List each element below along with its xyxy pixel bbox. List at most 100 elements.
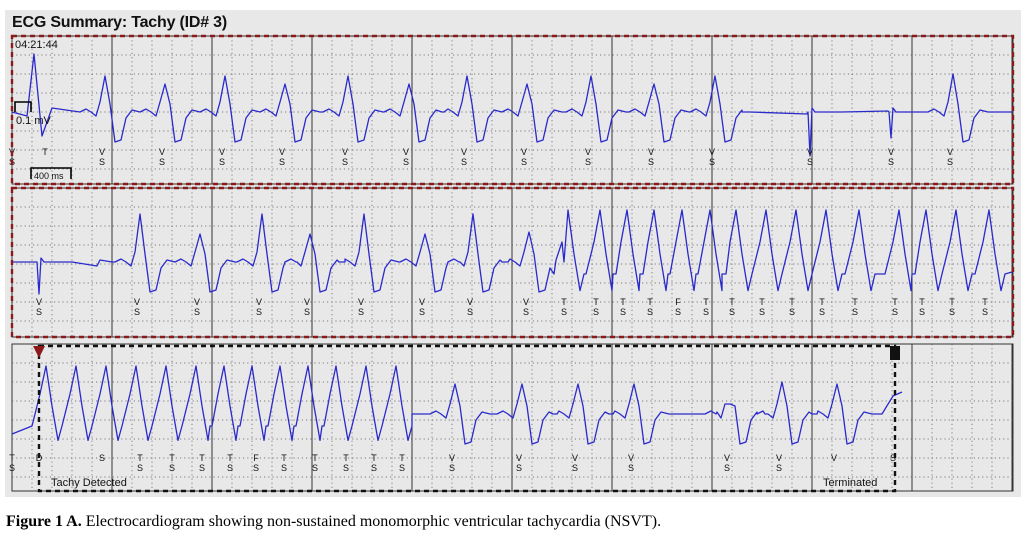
marker-s-label: S [561, 307, 567, 317]
marker-t-label: T [892, 297, 898, 307]
marker-v-label: V [807, 147, 813, 157]
marker-v-label: V [585, 147, 591, 157]
marker-s-label: S [199, 463, 205, 473]
marker-t-label: T [281, 453, 287, 463]
marker-s-label: S [449, 463, 455, 473]
ecg-trace-strip-1 [11, 53, 1012, 157]
marker-v-label: V [419, 297, 425, 307]
marker-v-label: V [304, 297, 310, 307]
marker-t-label: T [789, 297, 795, 307]
marker-v-label: V [279, 147, 285, 157]
marker-t-label: T [169, 453, 175, 463]
marker-s-label: S [819, 307, 825, 317]
figure-caption: Figure 1 A. Electrocardiogram showing no… [6, 513, 661, 531]
marker-s-label: S [227, 463, 233, 473]
marker-t-label: T [919, 297, 925, 307]
marker-s-label: S [919, 307, 925, 317]
marker-f-label: F [675, 297, 681, 307]
marker-t-label: T [703, 297, 709, 307]
marker-s-label: S [776, 463, 782, 473]
marker-s-label: S [807, 157, 813, 167]
marker-t-label: T [620, 297, 626, 307]
marker-s-label: S [9, 463, 15, 473]
marker-v-label: V [461, 147, 467, 157]
time-scale-label: 400 ms [34, 171, 64, 181]
marker-s-label: S [648, 157, 654, 167]
marker-s-label: S [759, 307, 765, 317]
marker-t-label: T [42, 147, 48, 157]
episode-end-marker [890, 346, 900, 360]
marker-s-label: S [703, 307, 709, 317]
marker-s-label: S [947, 157, 953, 167]
marker-v-label: V [516, 453, 522, 463]
marker-v-label: V [159, 147, 165, 157]
marker-s-label: S [852, 307, 858, 317]
marker-s-label: S [620, 307, 626, 317]
marker-s-label: S [219, 157, 225, 167]
marker-s-label: S [593, 307, 599, 317]
marker-v-label: V [572, 453, 578, 463]
marker-v-label: V [219, 147, 225, 157]
marker-s-label: S [99, 453, 105, 463]
marker-s-label: S [419, 307, 425, 317]
marker-v-label: V [194, 297, 200, 307]
marker-f-label: F [253, 453, 259, 463]
marker-t-label: T [199, 453, 205, 463]
marker-v-label: V [888, 147, 894, 157]
marker-s-label: S [134, 307, 140, 317]
marker-v-label: V [99, 147, 105, 157]
marker-v-label: V [628, 453, 634, 463]
marker-s-label: S [371, 463, 377, 473]
terminated-label: Terminated [823, 477, 877, 489]
marker-s-label: S [675, 307, 681, 317]
ecg-chart: VST VSVSVSVSVSVSVSVSVSVSVSVSVSVSVSVSVSVSV… [9, 34, 1015, 493]
marker-s-label: S [99, 157, 105, 167]
marker-s-label: S [521, 157, 527, 167]
marker-s-label: S [461, 157, 467, 167]
marker-s-label: S [159, 157, 165, 167]
ecg-strip-2-grid [11, 187, 1014, 338]
marker-t-label: T [819, 297, 825, 307]
marker-s-label: S [342, 157, 348, 167]
marker-s-label: S [982, 307, 988, 317]
marker-v-label: V [724, 453, 730, 463]
marker-s-label: S [194, 307, 200, 317]
strip-1-highlight-box [10, 34, 1015, 186]
marker-s-label: S [281, 463, 287, 473]
marker-t-label: T [399, 453, 405, 463]
marker-s-label: S [516, 463, 522, 473]
marker-t-label: T [227, 453, 233, 463]
marker-s-label: S [729, 307, 735, 317]
marker-s-label: S [523, 307, 529, 317]
caption-text: Electrocardiogram showing non-sustained … [81, 513, 662, 530]
tachy-detected-label: Tachy Detected [51, 477, 127, 489]
marker-s-label: S [647, 307, 653, 317]
marker-s-label: S [789, 307, 795, 317]
marker-v-label: V [947, 147, 953, 157]
strip-2-highlight-box [10, 186, 1015, 339]
marker-t-label: T [9, 453, 15, 463]
marker-s-label: S [890, 453, 896, 463]
marker-t-label: T [982, 297, 988, 307]
caption-prefix: Figure 1 A. [6, 513, 82, 530]
marker-v-label: V [342, 147, 348, 157]
marker-s-label: S [585, 157, 591, 167]
marker-s-label: S [399, 463, 405, 473]
marker-s-label: S [256, 307, 262, 317]
marker-s-label: S [343, 463, 349, 473]
marker-s-label: S [169, 463, 175, 473]
marker-s-label: S [304, 307, 310, 317]
marker-s-label: S [312, 463, 318, 473]
marker-t-label: T [371, 453, 377, 463]
ecg-trace-strip-2 [12, 209, 1013, 295]
timestamp-label: 04:21:44 [15, 39, 58, 51]
marker-s-label: S [253, 463, 259, 473]
marker-t-label: T [312, 453, 318, 463]
ecg-trace-strip-3 [11, 365, 903, 445]
marker-s-label: S [949, 307, 955, 317]
marker-v-label: V [648, 147, 654, 157]
marker-s-label: S [403, 157, 409, 167]
marker-t-label: T [759, 297, 765, 307]
marker-t-label: T [593, 297, 599, 307]
marker-t-label: T [561, 297, 567, 307]
